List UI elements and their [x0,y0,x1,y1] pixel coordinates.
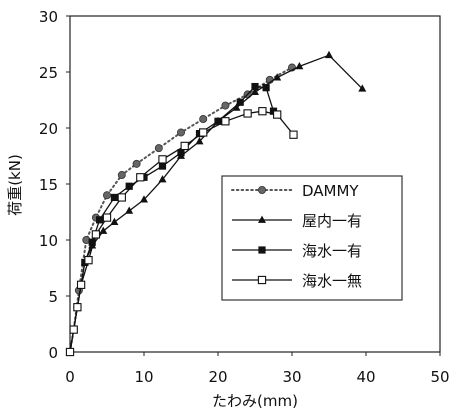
data-point [214,117,222,125]
data-point [154,144,163,153]
data-point [251,82,259,91]
y-tick-label: 25 [39,64,58,82]
y-tick-label: 20 [39,120,58,138]
x-tick-label: 20 [208,368,227,386]
data-point [69,325,78,334]
data-point [136,173,145,182]
data-point [117,193,126,202]
data-point [180,141,189,151]
data-point [195,137,204,145]
series-4 [65,107,298,357]
y-tick-label: 15 [39,176,58,194]
legend-entry: DAMMY [231,182,359,200]
data-point [96,216,104,224]
data-point [232,103,241,111]
data-point [125,206,134,214]
data-point [221,101,230,110]
x-tick-label: 30 [282,368,301,386]
data-point [325,50,333,59]
legend-label: 海水一有 [302,242,362,260]
data-point [140,195,148,203]
y-tick-label: 0 [48,344,58,362]
data-point [243,109,252,118]
y-tick-label: 30 [39,8,58,26]
data-point [91,230,101,239]
data-point [88,238,96,246]
legend-box [221,175,403,301]
legend-marker [257,185,266,194]
data-point [289,130,298,139]
data-point [65,347,75,357]
data-point [262,84,270,92]
data-point [99,226,108,234]
x-tick-label: 10 [134,368,153,386]
data-point [176,128,185,137]
data-point [110,193,118,202]
data-point [84,256,93,265]
data-point [117,171,126,180]
data-point [103,191,112,200]
legend-marker [257,275,267,285]
legend-label: 海水一無 [302,272,362,290]
data-point [273,73,282,81]
data-point [158,155,167,164]
data-point [199,128,208,137]
y-tick-label: 10 [39,232,58,250]
series-layer [65,50,367,357]
data-point [258,107,267,116]
legend-label: 屋内一有 [302,212,362,230]
x-tick-label: 50 [430,368,449,386]
legend-entry: 海水一無 [232,272,362,290]
data-point [221,117,230,126]
data-point [251,87,259,96]
data-point [177,149,185,157]
legend-label: DAMMY [302,182,359,200]
data-point [158,162,167,170]
x-tick-label: 40 [356,368,375,386]
data-point [73,303,82,312]
legend-marker [258,246,266,254]
data-point [158,175,167,183]
data-point [110,217,119,225]
data-point [132,159,141,168]
legend-entry: 海水一有 [232,242,362,260]
data-point [358,84,367,92]
data-point [295,62,304,70]
x-tick-label: 0 [65,368,75,386]
data-point [125,182,133,190]
legend-marker [258,215,266,223]
data-point [76,280,86,289]
data-point [102,213,112,222]
data-point [199,115,208,124]
x-axis-label: たわみ(mm) [212,392,298,410]
y-tick-label: 5 [48,288,58,306]
data-point [273,110,282,119]
data-point [236,98,244,106]
y-axis-label: 荷重(kN) [6,154,24,216]
legend-entry: 屋内一有 [232,212,362,230]
